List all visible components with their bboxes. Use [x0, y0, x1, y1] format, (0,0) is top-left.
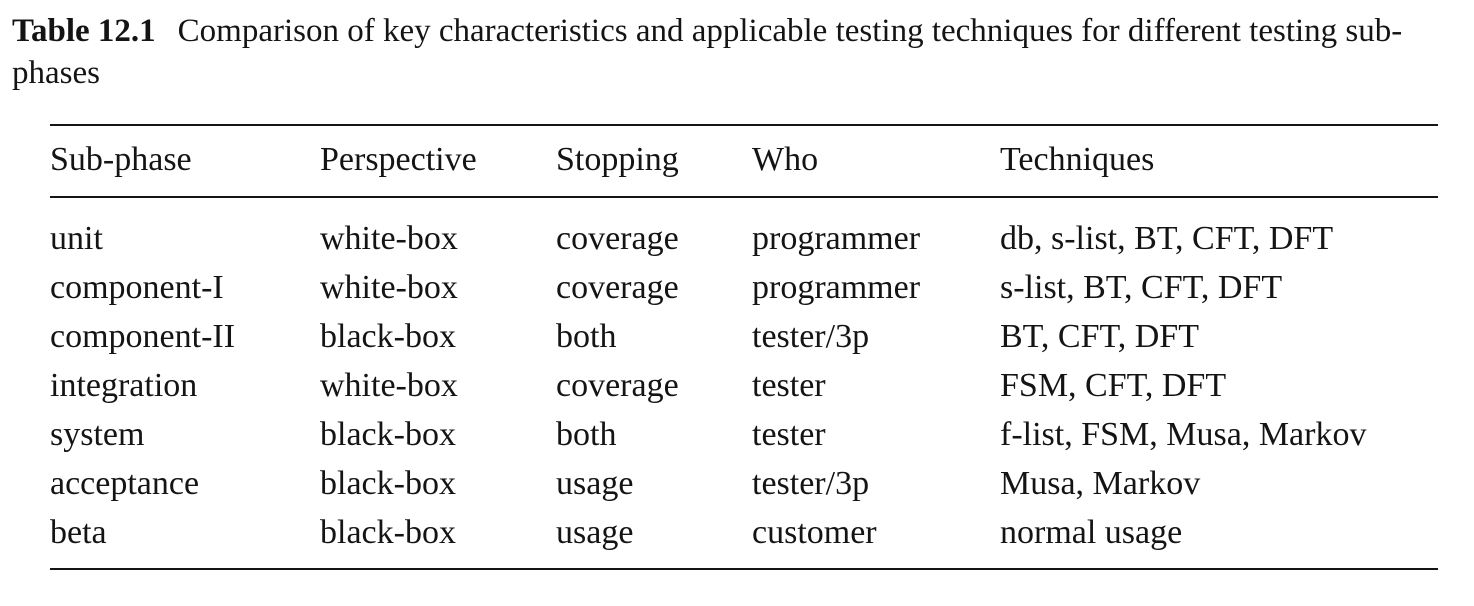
table-row: system black-box both tester f-list, FSM… [50, 410, 1450, 459]
cell-perspective: white-box [320, 367, 458, 404]
cell-sub-phase: unit [50, 220, 103, 257]
cell-who: tester/3p [752, 465, 870, 502]
cell-stopping: usage [556, 514, 634, 551]
top-rule [50, 124, 1438, 126]
cell-techniques: Musa, Markov [1000, 465, 1201, 502]
header-rule [50, 196, 1438, 198]
header-who: Who [752, 141, 819, 178]
cell-who: programmer [752, 220, 921, 257]
cell-who: tester [752, 367, 826, 404]
cell-perspective: black-box [320, 318, 456, 355]
cell-sub-phase: component-I [50, 269, 224, 306]
cell-sub-phase: component-II [50, 318, 236, 355]
cell-who: tester/3p [752, 318, 870, 355]
table-number: Table 12.1 [12, 13, 156, 49]
cell-stopping: both [556, 416, 617, 453]
cell-perspective: black-box [320, 416, 456, 453]
cell-who: tester [752, 416, 826, 453]
cell-who: programmer [752, 269, 921, 306]
header-sub-phase: Sub-phase [50, 141, 192, 178]
bottom-rule [50, 568, 1438, 570]
cell-perspective: black-box [320, 465, 456, 502]
table-body: unit white-box coverage programmer db, s… [50, 214, 1450, 557]
cell-sub-phase: acceptance [50, 465, 200, 502]
cell-stopping: coverage [556, 220, 679, 257]
table-row: unit white-box coverage programmer db, s… [50, 214, 1450, 263]
table-row: beta black-box usage customer normal usa… [50, 508, 1450, 557]
caption-text: Comparison of key characteristics and ap… [12, 13, 1403, 91]
cell-stopping: coverage [556, 367, 679, 404]
cell-sub-phase: system [50, 416, 145, 453]
table-row: acceptance black-box usage tester/3p Mus… [50, 459, 1450, 508]
cell-stopping: usage [556, 465, 634, 502]
header-stopping: Stopping [556, 141, 679, 178]
cell-who: customer [752, 514, 877, 551]
cell-techniques: BT, CFT, DFT [1000, 318, 1199, 355]
cell-techniques: FSM, CFT, DFT [1000, 367, 1227, 404]
cell-perspective: white-box [320, 269, 458, 306]
cell-techniques: f-list, FSM, Musa, Markov [1000, 416, 1367, 453]
table-row: integration white-box coverage tester FS… [50, 361, 1450, 410]
cell-techniques: s-list, BT, CFT, DFT [1000, 269, 1283, 306]
table-row: component-II black-box both tester/3p BT… [50, 312, 1450, 361]
cell-sub-phase: beta [50, 514, 107, 551]
header-perspective: Perspective [320, 141, 477, 178]
cell-perspective: white-box [320, 220, 458, 257]
cell-stopping: coverage [556, 269, 679, 306]
cell-techniques: normal usage [1000, 514, 1183, 551]
table-row: component-I white-box coverage programme… [50, 263, 1450, 312]
cell-stopping: both [556, 318, 617, 355]
cell-perspective: black-box [320, 514, 456, 551]
cell-techniques: db, s-list, BT, CFT, DFT [1000, 220, 1334, 257]
table-caption: Table 12.1 Comparison of key characterist… [12, 10, 1452, 94]
header-techniques: Techniques [1000, 141, 1155, 178]
cell-sub-phase: integration [50, 367, 198, 404]
